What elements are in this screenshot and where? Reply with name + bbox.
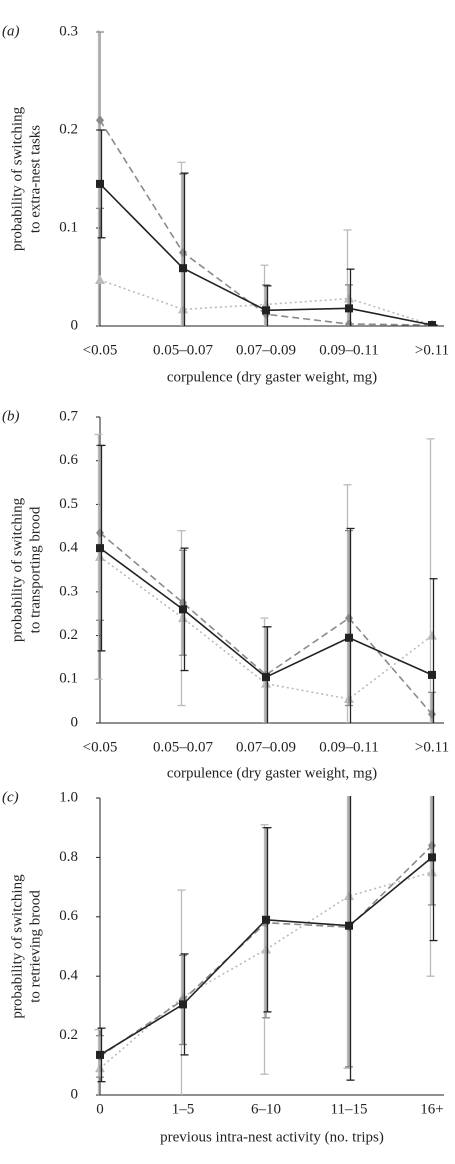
marker [96,179,104,188]
y-tick-label: 0.4 [59,968,78,984]
x-tick-label: 0.05–0.07 [153,342,214,358]
series-line [99,532,433,715]
y-tick-label: 0.2 [59,627,78,643]
chart-panel: (c) probability of switching to retrieving… [2,789,444,1145]
chart-panel: (b) probability of switching to transporti… [2,408,449,781]
x-tick-label: 6–10 [251,1101,281,1117]
marker [345,633,353,642]
y-tick-label: 0.5 [59,496,78,512]
y-tick-label: 0 [71,317,79,333]
marker [96,115,104,126]
x-tick-label: 0.09–0.11 [319,342,378,358]
marker [345,319,353,326]
y-tick-label: 0.3 [59,583,78,599]
marker [427,630,437,640]
marker [262,306,270,315]
x-axis-label: corpulence (dry gaster weight, mg) [167,369,377,385]
series [96,796,438,1083]
x-tick-label: 0 [96,1101,104,1117]
y-tick-label: 0.1 [59,671,78,687]
y-axis-label: to retrieving brood [27,890,43,1003]
marker [179,264,187,273]
x-tick-label: 0.09–0.11 [319,739,378,755]
y-tick-label: 0.8 [59,849,78,865]
y-axis-label: to extra-nest tasks [27,125,43,233]
x-tick-label: 1–5 [172,1101,195,1117]
marker [96,527,104,538]
x-axis-label: corpulence (dry gaster weight, mg) [167,765,377,781]
marker [428,670,436,679]
y-tick-label: 0.6 [59,452,78,468]
x-tick-label: 0.05–0.07 [153,739,214,755]
y-axis-label: probability of switching [9,106,25,251]
marker [428,853,436,862]
panel-label: (c) [2,789,19,805]
marker [179,1000,187,1009]
marker [95,274,105,284]
x-tick-label: >0.11 [415,739,449,755]
marker [96,1050,104,1059]
panel-label: (a) [2,23,20,39]
y-tick-label: 0.1 [59,219,78,235]
series [96,796,436,1078]
y-tick-label: 1.0 [59,789,78,805]
y-tick-label: 0.3 [59,23,78,39]
series [96,444,436,723]
panel-label: (b) [2,408,20,424]
x-tick-label: 16+ [420,1101,443,1117]
marker [428,321,436,326]
series [96,129,438,326]
marker [179,605,187,614]
x-tick-label: <0.05 [83,739,118,755]
marker [345,304,353,313]
marker [262,673,270,682]
y-tick-label: 0.2 [59,121,78,137]
y-tick-label: 0.4 [59,540,78,556]
y-axis-label: probability of switching [9,874,25,1019]
x-tick-label: 11–15 [331,1101,368,1117]
x-tick-label: 0.07–0.09 [236,739,296,755]
y-axis-label: to transporting brood [27,506,43,633]
marker [96,544,104,553]
series [95,30,436,326]
y-tick-label: 0 [71,714,79,730]
y-tick-label: 0.2 [59,1027,78,1043]
x-tick-label: <0.05 [83,342,118,358]
y-tick-label: 0.6 [59,908,78,924]
series [96,444,438,723]
x-tick-label: 0.07–0.09 [236,342,296,358]
y-tick-label: 0.7 [59,408,78,424]
y-axis-label: probability of switching [9,497,25,642]
y-tick-label: 0 [71,1086,79,1102]
x-tick-label: >0.11 [415,342,449,358]
marker [179,247,187,258]
marker [262,915,270,924]
x-axis-label: previous intra-nest activity (no. trips) [160,1129,384,1145]
marker [345,921,353,930]
series [94,433,437,723]
chart-panel: (a) probability of switching to extra-nest… [2,23,449,385]
